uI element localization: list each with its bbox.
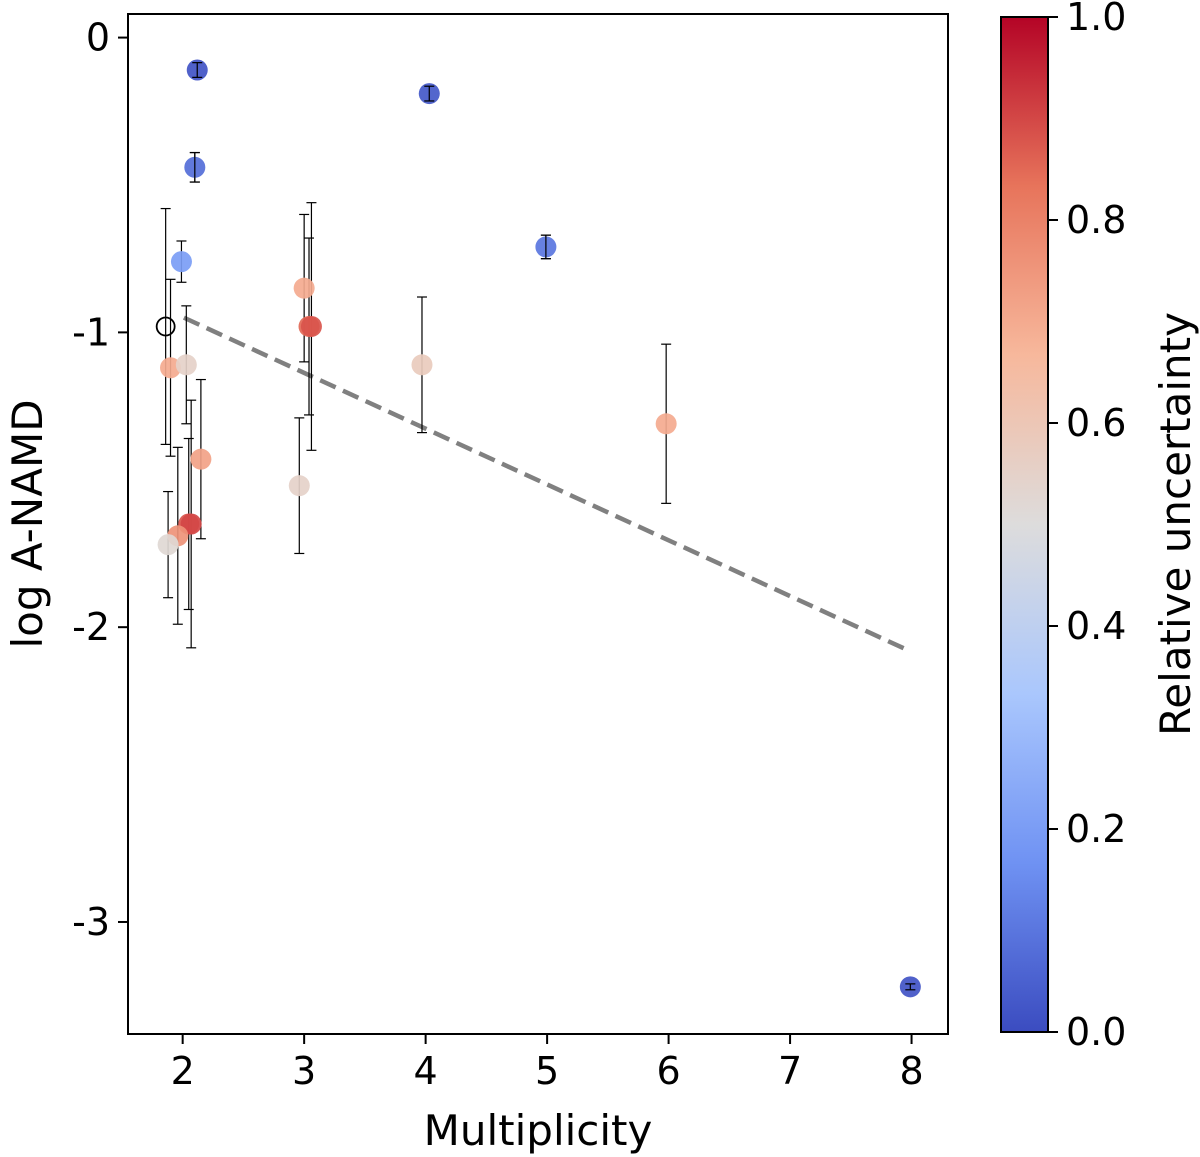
colorbar-tick-label: 0.2	[1066, 807, 1126, 851]
data-point	[300, 315, 322, 337]
error-bar	[160, 207, 171, 446]
colorbar-tick-label: 0.8	[1066, 198, 1126, 242]
y-tick-label: 0	[86, 16, 110, 60]
data-point	[411, 354, 433, 376]
colorbar	[1000, 16, 1049, 1033]
colorbar-tick-label: 0.4	[1066, 604, 1126, 648]
x-tick-label: 6	[656, 1049, 680, 1093]
y-axis-label: log A-NAMD	[3, 399, 52, 648]
colorbar-label: Relative uncertainty	[1151, 312, 1200, 736]
x-tick-label: 2	[171, 1049, 195, 1093]
y-tick-label: -3	[72, 900, 110, 944]
x-axis-label: Multiplicity	[424, 1106, 653, 1155]
x-tick-label: 3	[292, 1049, 316, 1093]
colorbar-tick-label: 1.0	[1066, 0, 1126, 39]
data-point	[157, 534, 179, 556]
x-tick-label: 5	[535, 1049, 559, 1093]
x-axis-ticks: 2 3 4 5 6 7 8	[171, 1034, 924, 1093]
x-tick-label: 4	[414, 1049, 438, 1093]
data-point	[655, 413, 677, 435]
data-point	[175, 354, 197, 376]
trend-line	[182, 315, 911, 653]
open-data-point	[155, 316, 176, 337]
error-bars	[160, 62, 916, 991]
colorbar-tick-label: 0.0	[1066, 1010, 1126, 1054]
data-point	[170, 251, 192, 273]
x-tick-label: 7	[778, 1049, 802, 1093]
data-point	[190, 448, 212, 470]
y-tick-label: -1	[72, 310, 110, 354]
data-point	[293, 277, 315, 299]
data-point	[288, 475, 310, 497]
colorbar-tick-label: 0.6	[1066, 401, 1126, 445]
data-points	[155, 59, 921, 998]
colorbar-ticks: 0.0 0.2 0.4 0.6 0.8 1.0	[1048, 0, 1126, 1054]
y-tick-label: -2	[72, 605, 110, 649]
x-tick-label: 8	[899, 1049, 923, 1093]
data-point	[160, 357, 182, 379]
plot-frame	[127, 13, 949, 1035]
y-axis-ticks: 0 -1 -2 -3	[72, 16, 128, 944]
